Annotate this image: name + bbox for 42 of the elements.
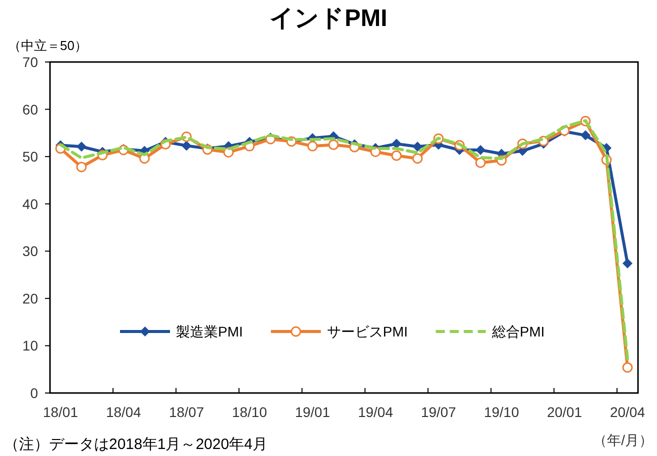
y-tick-label: 0 [30, 385, 38, 401]
point [307, 140, 318, 152]
y-tick-label: 60 [22, 101, 38, 118]
x-axis-title: （年/月） [593, 432, 653, 448]
x-tick-label: 19/10 [484, 404, 520, 420]
point [622, 362, 633, 373]
x-tick-label: 19/07 [420, 404, 456, 420]
point [392, 138, 402, 149]
point [412, 142, 422, 152]
chart-title: インドPMI [270, 5, 388, 32]
x-tick-label: 18/04 [106, 404, 142, 420]
legend: 製造業PMI [120, 324, 243, 340]
point [76, 162, 87, 172]
x-tick-label: 20/01 [546, 404, 582, 420]
legend: サービスPMI [270, 324, 408, 340]
legend-label: サービスPMI [326, 324, 408, 340]
point [475, 157, 486, 168]
point [622, 258, 632, 268]
point [412, 153, 423, 164]
legend-label: 製造業PMI [176, 324, 243, 340]
point [76, 142, 86, 152]
x-tick-label: 18/10 [232, 404, 268, 420]
x-tick-label: 19/04 [358, 404, 394, 420]
point [182, 140, 192, 151]
y-tick-label: 10 [22, 338, 38, 354]
x-tick-label: 19/01 [294, 404, 330, 420]
legend-label: 総合PMI [490, 324, 545, 340]
legend: 総合PMI [436, 324, 545, 340]
point [476, 144, 486, 155]
y-tick-label: 50 [22, 148, 38, 165]
text: （注）データは2018年1月～2020年4月 [4, 436, 268, 453]
point [580, 130, 590, 140]
point [391, 150, 402, 161]
x-tick-label: 18/01 [42, 404, 78, 420]
y-axis-title: （中立＝50） [8, 38, 88, 53]
y-tick-label: 40 [22, 196, 38, 212]
y-tick-label: 30 [22, 243, 38, 260]
x-tick-label: 20/04 [610, 404, 646, 420]
point [328, 140, 339, 150]
y-tick-label: 20 [22, 290, 38, 306]
x-tick-label: 18/07 [168, 404, 204, 420]
y-tick-label: 70 [22, 54, 38, 70]
